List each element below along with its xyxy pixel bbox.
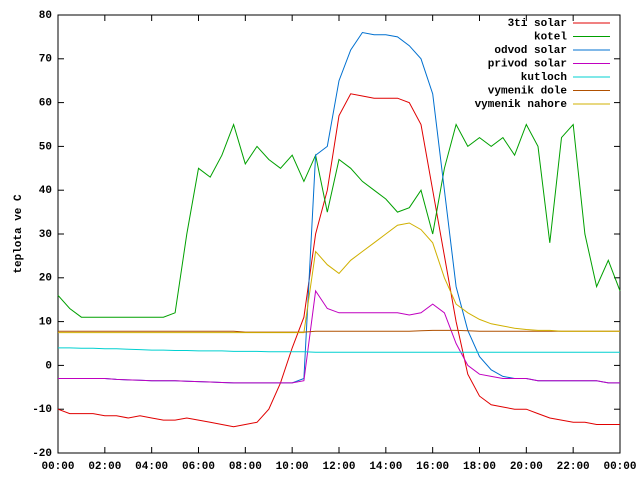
x-tick-label: 16:00 xyxy=(416,461,449,473)
legend-label: odvod solar xyxy=(494,45,567,57)
x-tick-label: 20:00 xyxy=(510,461,543,473)
x-tick-label: 12:00 xyxy=(322,461,355,473)
y-tick-label: -20 xyxy=(32,448,52,460)
y-tick-label: 30 xyxy=(39,229,52,241)
y-tick-label: 60 xyxy=(39,98,52,110)
y-axis-label: teplota ve C xyxy=(13,194,25,274)
x-tick-label: 06:00 xyxy=(182,461,215,473)
y-tick-label: 0 xyxy=(45,360,52,372)
y-tick-label: -10 xyxy=(32,404,52,416)
legend-label: 3ti solar xyxy=(508,18,567,30)
legend-label: vymenik dole xyxy=(488,85,568,97)
x-tick-label: 00:00 xyxy=(41,461,74,473)
series-line xyxy=(57,93,620,428)
x-tick-label: 00:00 xyxy=(603,461,636,473)
legend-label: kotel xyxy=(534,31,567,43)
y-tick-label: 50 xyxy=(39,141,52,153)
series-line xyxy=(58,289,620,384)
y-tick-label: 70 xyxy=(39,54,52,66)
x-tick-label: 08:00 xyxy=(229,461,262,473)
y-tick-label: 10 xyxy=(39,317,52,329)
x-tick-label: 14:00 xyxy=(369,461,402,473)
legend-label: vymenik nahore xyxy=(475,99,568,111)
y-tick-label: 20 xyxy=(39,273,52,285)
y-tick-label: 80 xyxy=(39,10,52,22)
x-tick-label: 10:00 xyxy=(276,461,309,473)
series-line xyxy=(57,122,621,318)
series-line xyxy=(58,222,620,334)
legend-label: privod solar xyxy=(488,58,567,70)
series-line xyxy=(58,347,620,353)
x-tick-label: 22:00 xyxy=(557,461,590,473)
x-tick-label: 02:00 xyxy=(88,461,121,473)
legend-label: kutloch xyxy=(521,72,567,84)
y-tick-label: 40 xyxy=(39,185,52,197)
series-line xyxy=(58,329,620,333)
x-tick-label: 04:00 xyxy=(135,461,168,473)
x-tick-label: 18:00 xyxy=(463,461,496,473)
